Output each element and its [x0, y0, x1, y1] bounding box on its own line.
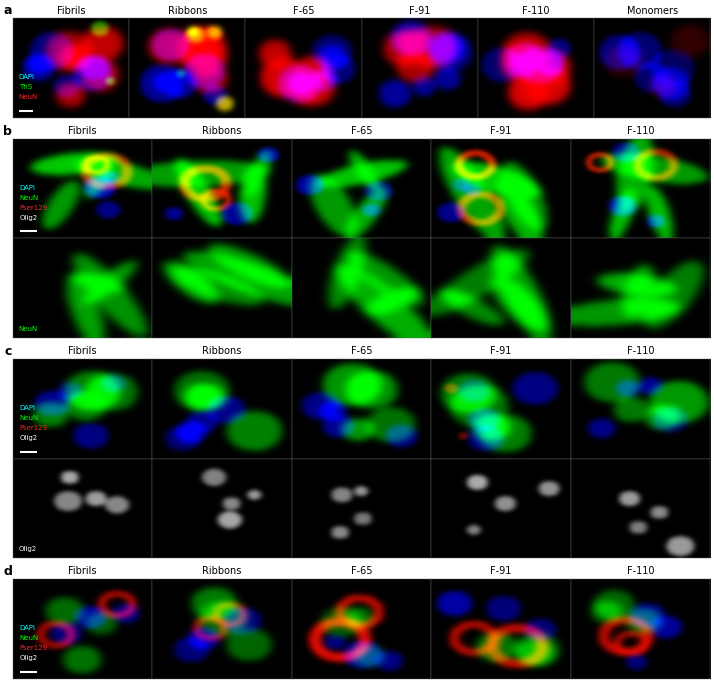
Text: F-91: F-91 [409, 6, 431, 16]
Text: Olig2: Olig2 [20, 434, 38, 441]
Text: Ribbons: Ribbons [203, 126, 242, 136]
Text: DAPI: DAPI [20, 404, 36, 411]
Text: NeuN: NeuN [20, 635, 39, 640]
Text: DAPI: DAPI [19, 74, 35, 80]
Text: DAPI: DAPI [20, 625, 36, 631]
Text: Pser129: Pser129 [20, 205, 48, 211]
Text: Olig2: Olig2 [20, 215, 38, 220]
Text: Olig2: Olig2 [20, 655, 38, 661]
Text: F-110: F-110 [522, 6, 550, 16]
Text: Pser129: Pser129 [20, 644, 48, 651]
Text: b: b [4, 125, 12, 138]
Text: F-110: F-110 [627, 126, 655, 136]
Text: Ribbons: Ribbons [203, 346, 242, 356]
Text: Monomers: Monomers [627, 6, 678, 16]
Text: F-65: F-65 [351, 126, 373, 136]
Text: F-110: F-110 [627, 566, 655, 576]
Text: F-91: F-91 [491, 126, 512, 136]
Text: Fibrils: Fibrils [69, 566, 97, 576]
Text: d: d [4, 565, 12, 578]
Text: F-65: F-65 [351, 566, 373, 576]
Text: DAPI: DAPI [20, 185, 36, 190]
Text: NeuN: NeuN [19, 326, 38, 332]
Text: NeuN: NeuN [19, 94, 38, 100]
Text: F-65: F-65 [351, 346, 373, 356]
Text: Ribbons: Ribbons [168, 6, 207, 16]
Text: F-91: F-91 [491, 566, 512, 576]
Text: c: c [4, 344, 11, 358]
Text: Olig2: Olig2 [19, 546, 36, 552]
Text: Pser129: Pser129 [20, 425, 48, 430]
Text: F-65: F-65 [293, 6, 314, 16]
Text: NeuN: NeuN [20, 194, 39, 201]
Text: Fibrils: Fibrils [69, 346, 97, 356]
Text: NeuN: NeuN [20, 415, 39, 421]
Text: Ribbons: Ribbons [203, 566, 242, 576]
Text: Fibrils: Fibrils [56, 6, 85, 16]
Text: F-91: F-91 [491, 346, 512, 356]
Text: Fibrils: Fibrils [69, 126, 97, 136]
Text: F-110: F-110 [627, 346, 655, 356]
Text: a: a [4, 4, 12, 18]
Text: ThS: ThS [19, 85, 32, 90]
